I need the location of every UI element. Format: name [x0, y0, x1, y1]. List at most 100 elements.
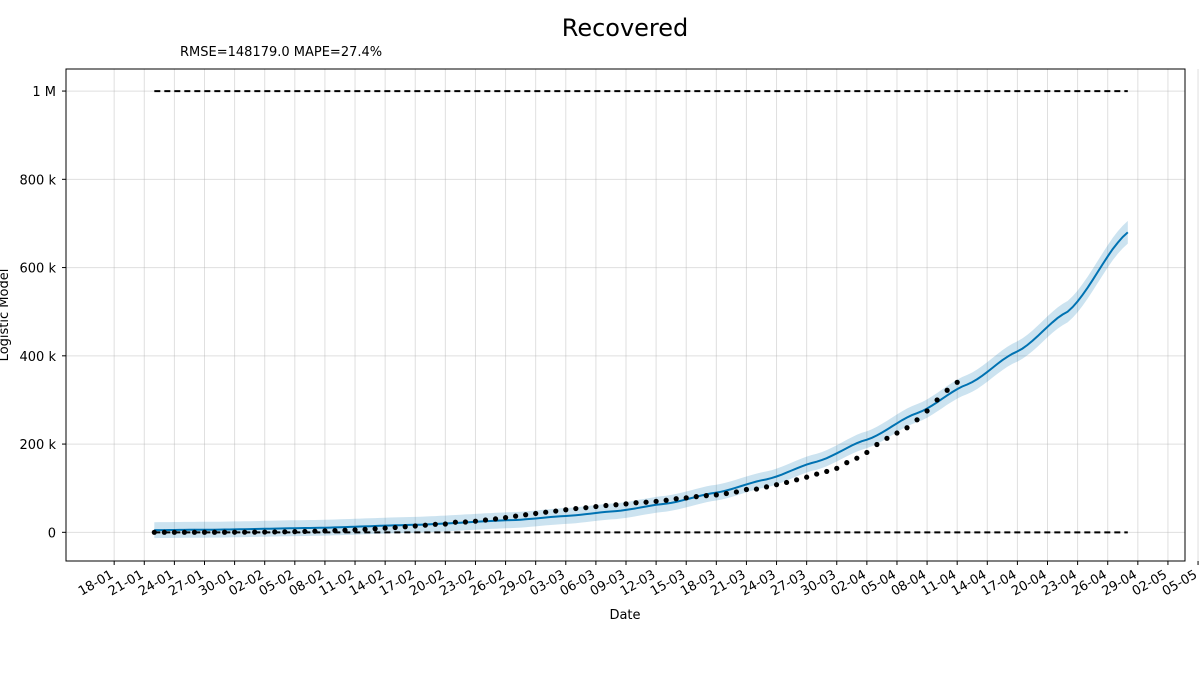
observed-point: [312, 528, 318, 534]
observed-point: [513, 513, 519, 519]
observed-point: [553, 508, 559, 514]
observed-point: [954, 379, 960, 385]
observed-point: [332, 527, 338, 534]
y-axis-label: Logistic Model: [0, 269, 12, 362]
observed-point: [412, 523, 418, 529]
observed-point: [763, 484, 770, 490]
observed-point: [151, 529, 157, 535]
observed-point: [924, 408, 930, 414]
x-axis-label: Date: [609, 608, 640, 623]
observed-point: [262, 529, 268, 535]
y-tick-label: 400 k: [20, 350, 57, 365]
observed-point: [502, 515, 509, 521]
plot-frame: [65, 68, 1186, 562]
observed-point: [914, 417, 920, 423]
grid-lines: [66, 69, 1199, 561]
observed-point: [874, 441, 880, 448]
observed-point: [282, 529, 288, 535]
observed-point: [854, 455, 860, 461]
x-axis-ticks: 18-0121-0124-0127-0130-0102-0205-0208-02…: [76, 561, 1200, 599]
observed-point: [824, 468, 830, 475]
observed-point: [232, 529, 238, 535]
observed-point: [382, 525, 388, 531]
observed-point: [733, 489, 739, 495]
observed-point: [161, 529, 167, 535]
observed-point: [583, 505, 589, 511]
observed-point: [452, 519, 458, 525]
observed-point: [683, 495, 689, 501]
y-tick-label: 0: [48, 526, 56, 541]
observed-point: [904, 425, 910, 431]
observed-point: [472, 518, 479, 524]
x-tick-label: 05-05: [1160, 567, 1200, 599]
observed-point: [643, 499, 649, 505]
reference-lines: [154, 90, 1128, 534]
observed-point: [372, 526, 378, 532]
y-tick-label: 1 M: [32, 85, 56, 100]
y-tick-label: 200 k: [20, 438, 57, 453]
observed-point: [773, 482, 780, 488]
uncertainty-band: [154, 220, 1128, 539]
observed-point: [794, 477, 800, 483]
observed-point: [492, 516, 499, 522]
observed-point: [783, 479, 790, 486]
observed-point: [713, 492, 719, 498]
observed-point: [181, 529, 188, 535]
observed-point: [462, 519, 469, 525]
observed-point: [814, 471, 820, 477]
observed-point: [221, 529, 228, 535]
observed-point: [593, 503, 599, 510]
observed-point: [272, 529, 278, 535]
observed-point: [302, 528, 308, 535]
observed-point: [352, 527, 358, 533]
model-curve: [154, 231, 1129, 532]
observed-point: [482, 517, 489, 523]
observed-point: [342, 527, 348, 533]
observed-point: [934, 397, 940, 403]
observed-point: [743, 486, 750, 493]
observed-point: [894, 430, 900, 436]
observed-point: [603, 502, 609, 509]
observed-point: [422, 522, 428, 528]
observed-point: [723, 490, 729, 497]
observed-point: [432, 521, 438, 527]
y-tick-label: 800 k: [20, 173, 57, 188]
observed-point: [944, 387, 950, 393]
observed-point: [523, 512, 529, 518]
observed-point: [402, 524, 408, 530]
observed-point: [633, 500, 639, 506]
chart-title: Recovered: [562, 14, 689, 42]
observed-point: [864, 449, 870, 456]
observed-point: [804, 474, 810, 480]
observed-point: [292, 529, 298, 535]
observed-point: [753, 486, 760, 492]
observed-point: [543, 509, 549, 515]
observed-point: [623, 501, 629, 507]
observed-point: [191, 529, 198, 535]
observed-point: [653, 498, 659, 504]
observed-point: [211, 529, 218, 535]
observed-point: [663, 497, 669, 503]
y-axis-ticks: 0 200 k 400 k 600 k 800 k 1 M: [20, 85, 66, 541]
observed-point: [884, 435, 890, 441]
observed-point: [573, 505, 579, 512]
observed-point: [703, 493, 709, 499]
observed-point: [834, 465, 840, 471]
observed-point: [844, 460, 850, 466]
observed-point: [693, 494, 699, 500]
observed-point: [442, 521, 448, 527]
observed-point: [392, 524, 398, 531]
observed-point: [673, 496, 679, 502]
observed-point: [242, 529, 248, 535]
observed-point: [563, 507, 569, 513]
observed-point: [533, 510, 539, 517]
observed-point: [322, 528, 328, 534]
observed-point: [362, 526, 368, 532]
model-line: [154, 231, 1129, 532]
y-tick-label: 600 k: [20, 262, 57, 277]
observed-point: [252, 529, 258, 535]
observed-point: [201, 529, 208, 535]
observed-point: [613, 502, 619, 508]
observed-point: [171, 529, 177, 535]
